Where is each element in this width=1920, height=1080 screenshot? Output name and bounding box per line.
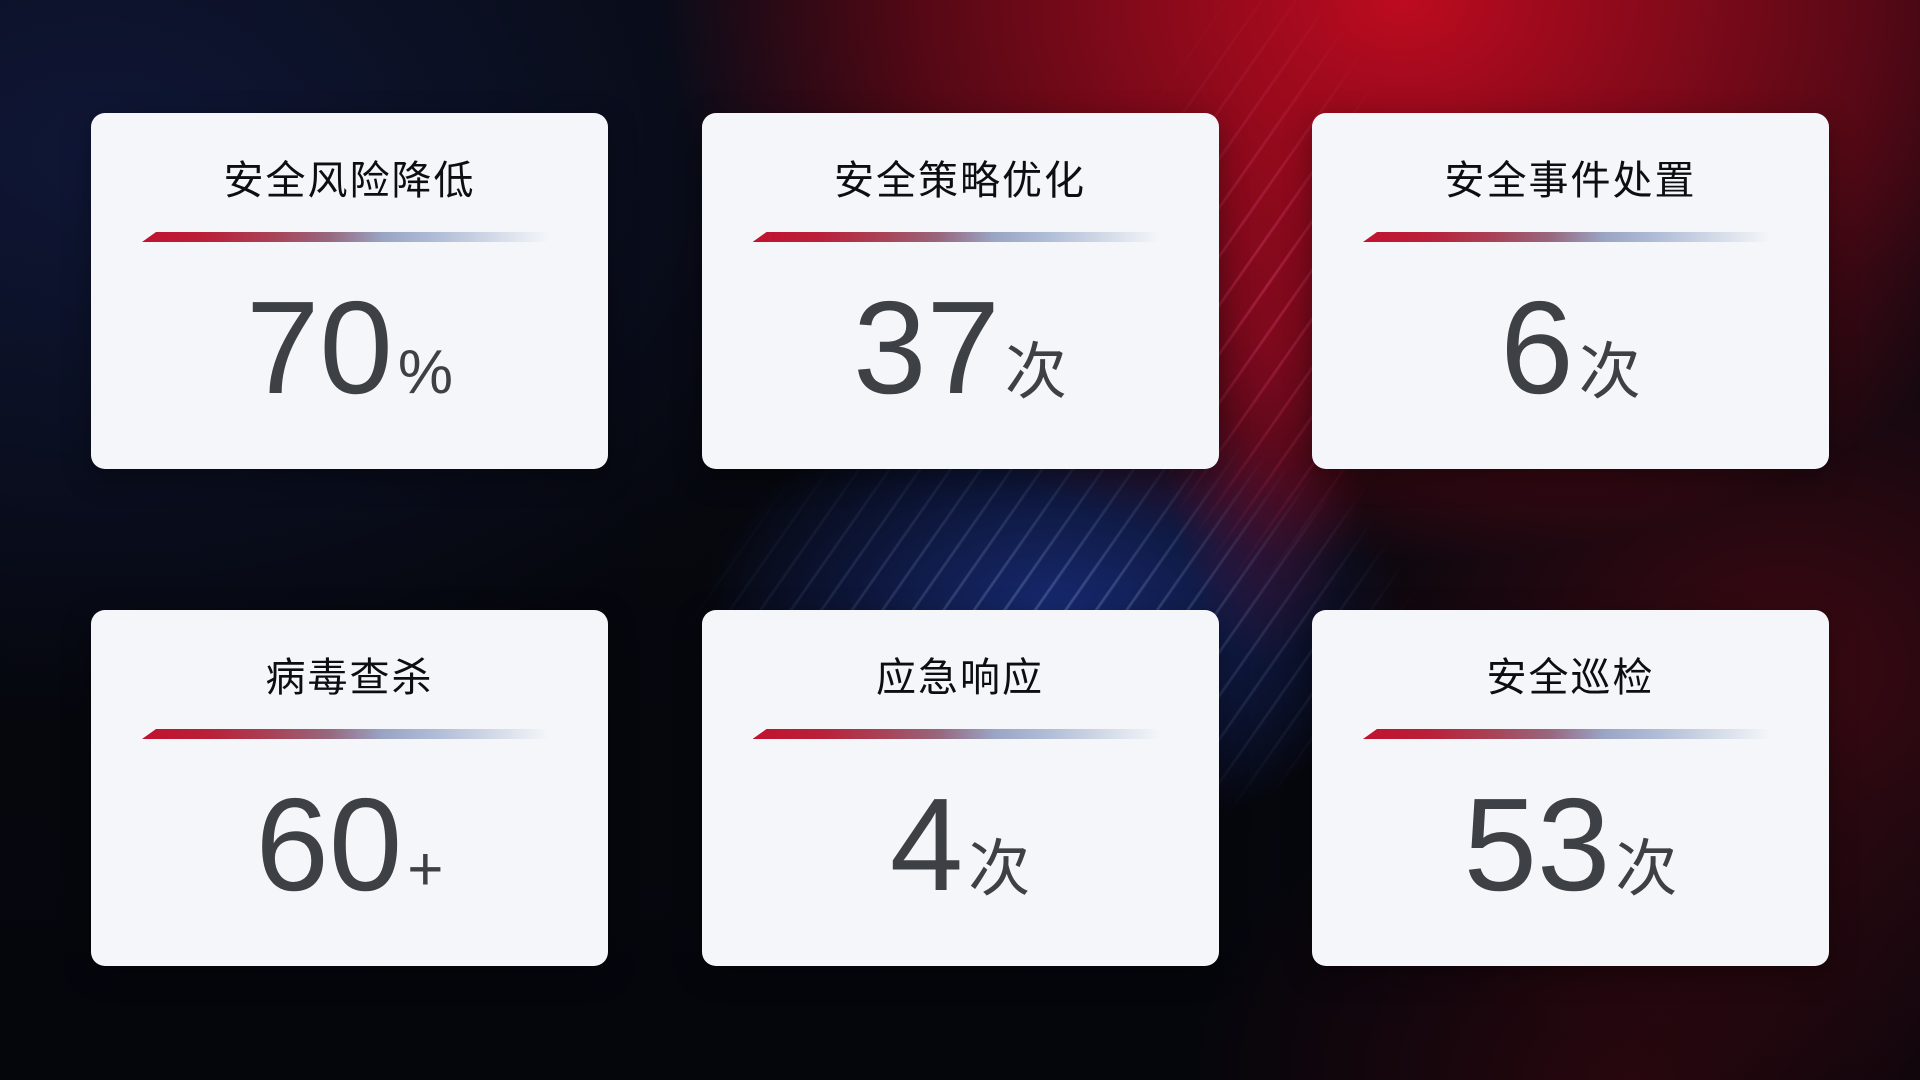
card-value-row: 60 + [91, 739, 608, 966]
card-divider [752, 232, 1168, 242]
card-value-group: 53 次 [1463, 770, 1678, 918]
card-title: 安全巡检 [1486, 656, 1655, 700]
card-value: 60 [255, 770, 403, 918]
card-value-group: 60 + [255, 770, 444, 918]
card-unit: 次 [1615, 834, 1678, 904]
card-title: 病毒查杀 [265, 656, 434, 700]
stat-card-incident-handling: 安全事件处置 6 次 [1312, 113, 1829, 469]
card-value-group: 4 次 [889, 770, 1031, 918]
card-value: 53 [1463, 770, 1611, 918]
card-value: 70 [246, 273, 393, 421]
card-title: 安全事件处置 [1444, 159, 1697, 203]
stat-card-emergency-response: 应急响应 4 次 [701, 610, 1219, 966]
card-value-group: 6 次 [1500, 273, 1641, 421]
card-value-row: 70 % [91, 242, 608, 469]
card-divider [752, 729, 1168, 739]
stat-card-virus-scan: 病毒查杀 60 + [91, 610, 608, 966]
card-divider [142, 232, 557, 242]
card-divider [1363, 232, 1778, 242]
card-divider [142, 729, 557, 739]
card-title: 安全策略优化 [834, 159, 1086, 203]
card-value-group: 70 % [246, 273, 453, 421]
card-unit: 次 [968, 834, 1031, 904]
card-unit: + [407, 834, 444, 904]
stat-card-risk-reduction: 安全风险降低 70 % [91, 113, 608, 469]
card-value-row: 4 次 [702, 739, 1219, 966]
card-value: 4 [889, 770, 964, 918]
card-unit: 次 [1578, 337, 1641, 407]
card-title: 安全风险降低 [223, 159, 476, 203]
card-divider [1363, 729, 1778, 739]
card-value-row: 6 次 [1312, 242, 1829, 469]
card-title: 应急响应 [876, 656, 1044, 700]
card-unit: % [397, 337, 453, 407]
card-value: 6 [1500, 273, 1574, 421]
card-value-group: 37 次 [853, 273, 1067, 421]
card-value-row: 53 次 [1312, 739, 1829, 966]
card-unit: 次 [1004, 337, 1067, 407]
stat-card-security-inspection: 安全巡检 53 次 [1312, 610, 1829, 966]
card-value: 37 [853, 273, 1000, 421]
card-value-row: 37 次 [702, 242, 1219, 469]
stat-card-policy-optimization: 安全策略优化 37 次 [701, 113, 1219, 469]
